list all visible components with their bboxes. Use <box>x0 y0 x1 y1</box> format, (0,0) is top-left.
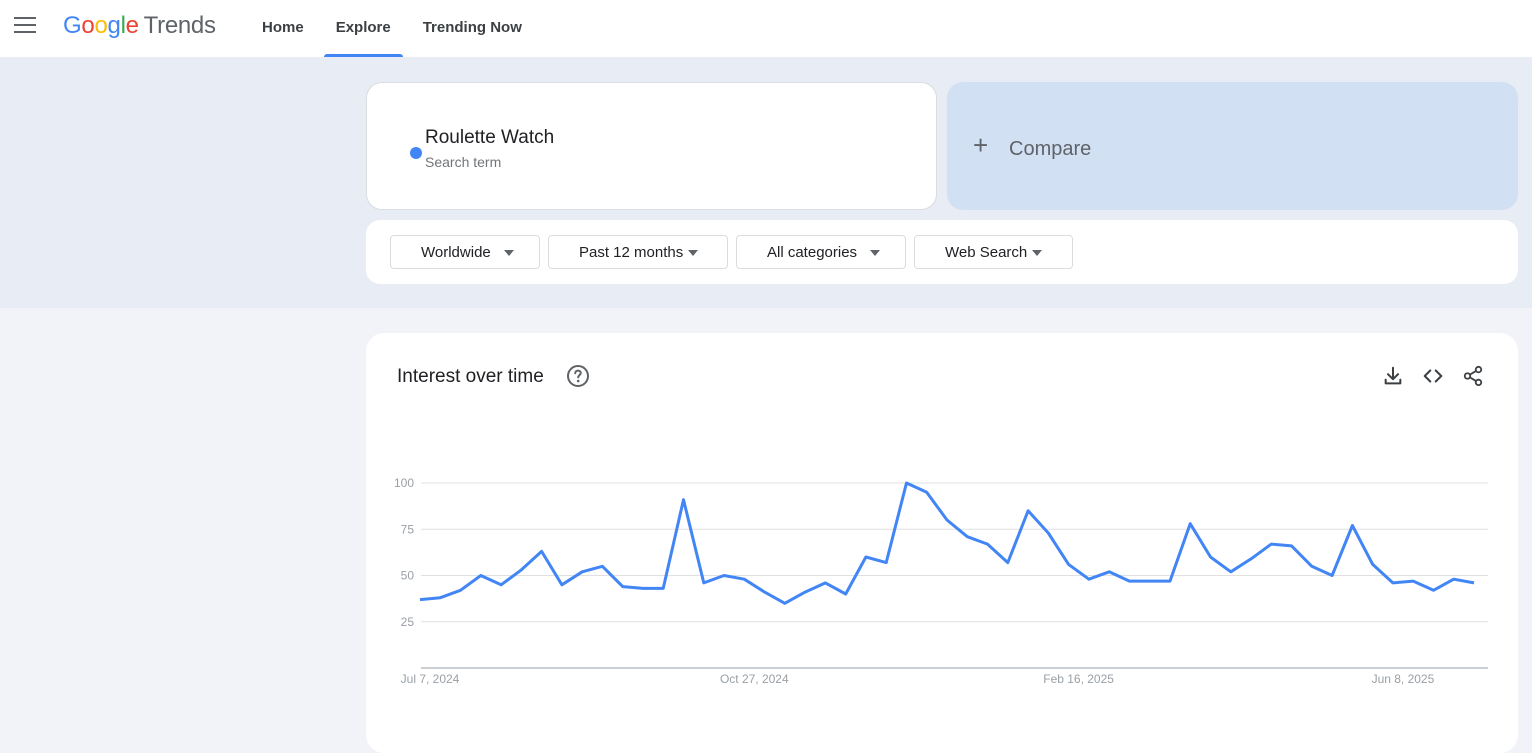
plus-icon: + <box>973 130 989 160</box>
compare-label: Compare <box>1009 138 1092 160</box>
search-term-name: Roulette Watch <box>425 127 555 148</box>
time-range-label: Past 12 months <box>579 244 684 261</box>
share-icon[interactable] <box>1462 365 1484 387</box>
compare-button[interactable]: + Compare <box>947 82 1518 210</box>
x-tick-label: Feb 16, 2025 <box>1043 672 1114 686</box>
x-tick-label: Oct 27, 2024 <box>720 672 789 686</box>
caret-down-icon <box>870 250 880 256</box>
search-term-type: Search term <box>425 154 502 170</box>
category-dropdown[interactable]: All categories <box>736 235 906 269</box>
interest-line-chart: 25 50 75 100 Jul 7, 2024 Oct 27, 2024 Feb 16, … <box>394 476 1488 686</box>
category-label: All categories <box>767 244 858 261</box>
y-tick-label: 75 <box>401 522 415 536</box>
hamburger-menu-icon[interactable] <box>14 17 36 37</box>
top-app-bar: Google Trends Home Explore Trending Now <box>0 0 1532 58</box>
y-tick-label: 100 <box>394 476 414 490</box>
series-line[interactable] <box>419 481 1475 605</box>
download-icon[interactable] <box>1382 365 1404 387</box>
term-color-dot <box>410 147 422 159</box>
y-tick-label: 25 <box>401 615 415 629</box>
caret-down-icon <box>688 250 698 256</box>
google-trends-logo[interactable]: Google Trends <box>63 12 216 39</box>
nav-explore[interactable]: Explore <box>323 0 403 58</box>
filter-bar: Worldwide Past 12 months All categories … <box>366 220 1518 284</box>
y-tick-label: 50 <box>401 569 415 583</box>
interest-over-time-card: Interest over time 25 50 75 100 Jul 7, 2024 O… <box>366 333 1518 753</box>
caret-down-icon <box>1032 250 1042 256</box>
region-label: Worldwide <box>421 244 491 261</box>
search-type-label: Web Search <box>945 244 1028 261</box>
search-term-card[interactable]: Roulette Watch Search term <box>366 82 937 210</box>
region-dropdown[interactable]: Worldwide <box>390 235 540 269</box>
search-type-dropdown[interactable]: Web Search <box>914 235 1073 269</box>
main-nav: Home Explore Trending Now <box>250 0 542 58</box>
chart-title: Interest over time <box>397 366 544 387</box>
caret-down-icon <box>504 250 514 256</box>
embed-icon[interactable] <box>1422 365 1444 387</box>
x-tick-label: Jul 7, 2024 <box>401 672 460 686</box>
nav-trending-now[interactable]: Trending Now <box>422 19 522 36</box>
time-range-dropdown[interactable]: Past 12 months <box>548 235 728 269</box>
x-tick-label: Jun 8, 2025 <box>1372 672 1435 686</box>
help-icon[interactable] <box>566 364 590 388</box>
nav-home[interactable]: Home <box>262 19 304 36</box>
